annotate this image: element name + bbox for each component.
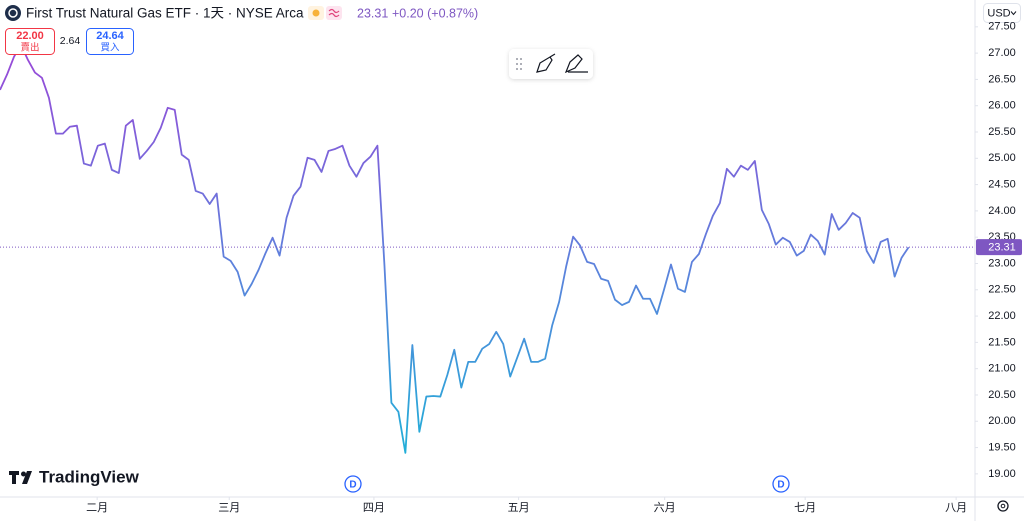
currency: USD xyxy=(987,7,1010,19)
logo-mark-slash xyxy=(22,471,32,484)
y-tick-label: 27.00 xyxy=(988,47,1016,59)
brush-tool[interactable] xyxy=(536,53,556,73)
y-tick-label: 23.00 xyxy=(988,257,1016,269)
y-tick-label: 27.50 xyxy=(988,21,1016,33)
y-tick-label: 21.00 xyxy=(988,363,1016,375)
symbol-logo xyxy=(5,5,21,21)
buy-price: 24.64 xyxy=(96,30,124,42)
event-marker xyxy=(772,475,790,493)
x-tick-label: 五月 xyxy=(508,502,530,514)
symbol-logo-inner xyxy=(8,8,18,18)
y-tick-label: 21.50 xyxy=(988,336,1016,348)
header-price: 23.31 xyxy=(357,6,388,20)
highlighter-tool[interactable] xyxy=(564,54,588,74)
y-tick-label: 22.00 xyxy=(988,310,1016,322)
event-marker-label[interactable]: D xyxy=(349,480,356,491)
currency-caret xyxy=(1010,11,1017,16)
logo-text[interactable]: TradingView xyxy=(39,467,140,486)
settings-icon[interactable] xyxy=(997,500,1009,512)
y-tick-label: 19.50 xyxy=(988,441,1016,453)
session-sun xyxy=(312,9,320,17)
buy-button[interactable] xyxy=(86,28,134,55)
y-tick-label: 25.50 xyxy=(988,126,1016,138)
approx-glyph xyxy=(328,8,340,18)
sell-button[interactable] xyxy=(5,28,55,55)
y-tick-label: 24.50 xyxy=(988,179,1016,191)
x-tick-label: 四月 xyxy=(363,502,385,514)
y-tick-label: 26.50 xyxy=(988,73,1016,85)
y-tick-label: 22.50 xyxy=(988,284,1016,296)
y-tick-label: 19.00 xyxy=(988,468,1016,480)
x-tick-label: 六月 xyxy=(654,501,676,514)
y-tick-label: 25.00 xyxy=(988,152,1016,164)
symbol-title[interactable]: First Trust Natural Gas ETF · 1天 · NYSE … xyxy=(26,6,304,21)
x-tick-label: 七月 xyxy=(794,501,816,514)
event-marker xyxy=(344,475,362,493)
toolbar-handle[interactable] xyxy=(516,58,522,70)
y-tick-label: 24.00 xyxy=(988,205,1016,217)
event-marker-label[interactable]: D xyxy=(777,480,784,491)
last-price-tag xyxy=(976,239,1022,256)
price-line xyxy=(0,43,910,454)
x-tick-label: 二月 xyxy=(86,502,108,514)
logo-mark xyxy=(9,471,19,484)
approx-icon[interactable] xyxy=(326,6,342,20)
buy-label: 買入 xyxy=(100,43,120,54)
x-tick-label: 八月 xyxy=(945,502,967,514)
logo-mark-dot xyxy=(21,471,26,477)
x-tick-label: 三月 xyxy=(218,502,240,514)
settings-icon-inner xyxy=(1000,503,1006,509)
header-change: +0.20 (+0.87%) xyxy=(392,6,478,20)
currency-button[interactable] xyxy=(983,3,1021,23)
sell-price: 22.00 xyxy=(16,30,44,42)
sell-label: 賣出 xyxy=(20,42,39,54)
plot-area xyxy=(0,43,975,454)
y-tick-label: 20.00 xyxy=(988,415,1016,427)
y-tick-label: 20.50 xyxy=(988,389,1016,401)
last-price-label: 23.31 xyxy=(988,242,1016,254)
spread: 2.64 xyxy=(60,35,81,47)
y-tick-label: 26.00 xyxy=(988,100,1016,112)
